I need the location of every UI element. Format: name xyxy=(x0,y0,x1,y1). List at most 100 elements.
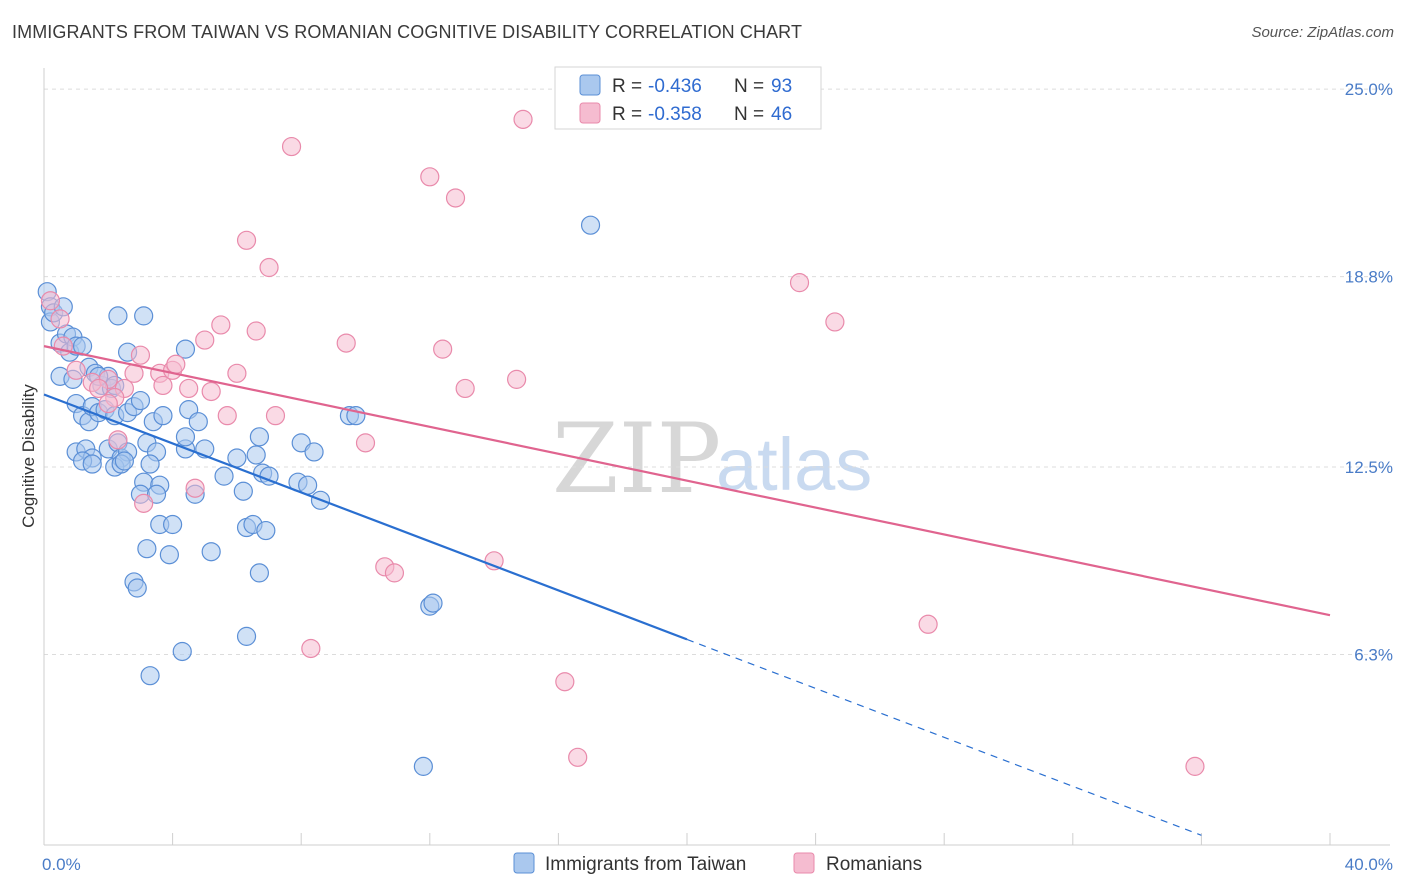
legend-r-label-taiwan: R = xyxy=(612,76,642,97)
taiwan-point xyxy=(249,427,270,447)
romanian-point xyxy=(568,747,588,767)
y-tick-label: 18.8% xyxy=(1345,268,1393,287)
taiwan-point xyxy=(188,412,208,432)
taiwan-point xyxy=(114,451,134,471)
romanian-point xyxy=(433,339,453,359)
legend-swatch-romanian xyxy=(579,102,601,124)
taiwan-point xyxy=(580,215,601,235)
series-romanian-points xyxy=(40,109,1205,776)
romanian-point xyxy=(40,291,61,311)
taiwan-point xyxy=(137,539,157,559)
taiwan-point xyxy=(246,445,266,465)
taiwan-point xyxy=(159,545,179,565)
taiwan-point xyxy=(108,306,128,326)
taiwan-point xyxy=(413,756,433,776)
romanian-point xyxy=(66,360,86,380)
romanian-point xyxy=(455,378,475,399)
axes xyxy=(43,68,1390,846)
watermark-atlas: atlas xyxy=(716,423,872,506)
trend-lines xyxy=(43,345,1331,836)
romanian-point xyxy=(50,309,70,329)
romanian-point xyxy=(1185,756,1205,776)
bottom-legend-swatch-taiwan xyxy=(513,852,535,874)
trendline-taiwan-extension xyxy=(686,638,1202,836)
romanian-point xyxy=(825,312,845,332)
romanian-point xyxy=(217,406,237,426)
taiwan-point xyxy=(423,593,443,613)
romanian-point xyxy=(201,381,221,402)
taiwan-point xyxy=(82,454,102,474)
romanian-point xyxy=(166,354,186,374)
romanian-point xyxy=(227,363,247,383)
legend-n-value-taiwan: 93 xyxy=(771,76,792,97)
romanian-point xyxy=(384,563,405,583)
romanian-point xyxy=(555,672,575,692)
legend-n-label-taiwan: N = xyxy=(734,76,764,97)
bottom-legend-label-taiwan: Immigrants from Taiwan xyxy=(545,854,746,875)
bottom-legend-swatch-romanian xyxy=(793,852,815,874)
taiwan-point xyxy=(236,626,257,646)
legend-r-label-romanian: R = xyxy=(612,104,642,125)
taiwan-point xyxy=(163,514,183,535)
chart-title: IMMIGRANTS FROM TAIWAN VS ROMANIAN COGNI… xyxy=(12,22,803,42)
taiwan-point xyxy=(134,306,154,326)
legend-n-value-romanian: 46 xyxy=(771,104,792,125)
legend-r-value-taiwan: -0.436 xyxy=(648,76,702,97)
series-legend: Immigrants from Taiwan Romanians xyxy=(513,852,922,875)
taiwan-point xyxy=(249,563,270,583)
watermark: ZIP atlas xyxy=(552,403,872,515)
legend-n-label-romanian: N = xyxy=(734,104,764,125)
x-tick-labels: 0.0% 40.0% xyxy=(42,855,1393,874)
source-label: Source: ZipAtlas.com xyxy=(1251,24,1394,41)
taiwan-point xyxy=(153,406,173,426)
y-tick-label: 12.5% xyxy=(1345,458,1393,477)
taiwan-point xyxy=(214,466,234,486)
x-tick-label-min: 0.0% xyxy=(42,855,81,874)
y-tick-label: 6.3% xyxy=(1354,646,1393,665)
taiwan-point xyxy=(256,520,276,541)
y-tick-label: 25.0% xyxy=(1345,80,1393,99)
romanian-point xyxy=(153,375,173,396)
romanian-point xyxy=(236,230,257,250)
romanian-point xyxy=(420,167,440,187)
romanian-point xyxy=(301,638,321,659)
romanian-point xyxy=(789,273,810,293)
x-tick-label-max: 40.0% xyxy=(1345,855,1393,874)
romanian-point xyxy=(918,614,938,634)
taiwan-point xyxy=(172,641,192,662)
trendline-romanian xyxy=(43,345,1331,617)
romanian-point xyxy=(89,378,109,399)
taiwan-point xyxy=(175,427,196,447)
romanian-point xyxy=(211,315,231,335)
taiwan-point xyxy=(304,442,324,462)
taiwan-point xyxy=(130,390,151,411)
y-axis-label: Cognitive Disability xyxy=(19,384,38,528)
bottom-legend-label-romanian: Romanians xyxy=(826,854,922,875)
romanian-point xyxy=(246,321,266,341)
romanian-point xyxy=(445,188,466,208)
taiwan-point xyxy=(140,454,160,474)
taiwan-point xyxy=(127,578,147,598)
romanian-point xyxy=(336,333,356,353)
romanian-point xyxy=(265,406,286,426)
romanian-point xyxy=(108,430,128,450)
stats-legend: R = -0.436 N = 93 R = -0.358 N = 46 xyxy=(554,66,822,130)
romanian-point xyxy=(195,330,215,350)
romanian-point xyxy=(259,257,279,278)
taiwan-point xyxy=(201,542,221,562)
legend-r-value-romanian: -0.358 xyxy=(648,104,702,125)
romanian-point xyxy=(98,393,118,414)
romanian-point xyxy=(513,109,533,129)
romanian-point xyxy=(507,369,527,389)
romanian-point xyxy=(130,345,151,365)
trendline-taiwan xyxy=(43,393,688,641)
taiwan-point xyxy=(175,339,196,359)
romanian-point xyxy=(185,478,205,498)
legend-swatch-taiwan xyxy=(579,74,601,96)
series-taiwan-points xyxy=(37,215,601,776)
taiwan-point xyxy=(233,481,253,501)
romanian-point xyxy=(134,493,154,513)
watermark-zip: ZIP xyxy=(552,403,721,515)
romanian-point xyxy=(281,136,302,157)
